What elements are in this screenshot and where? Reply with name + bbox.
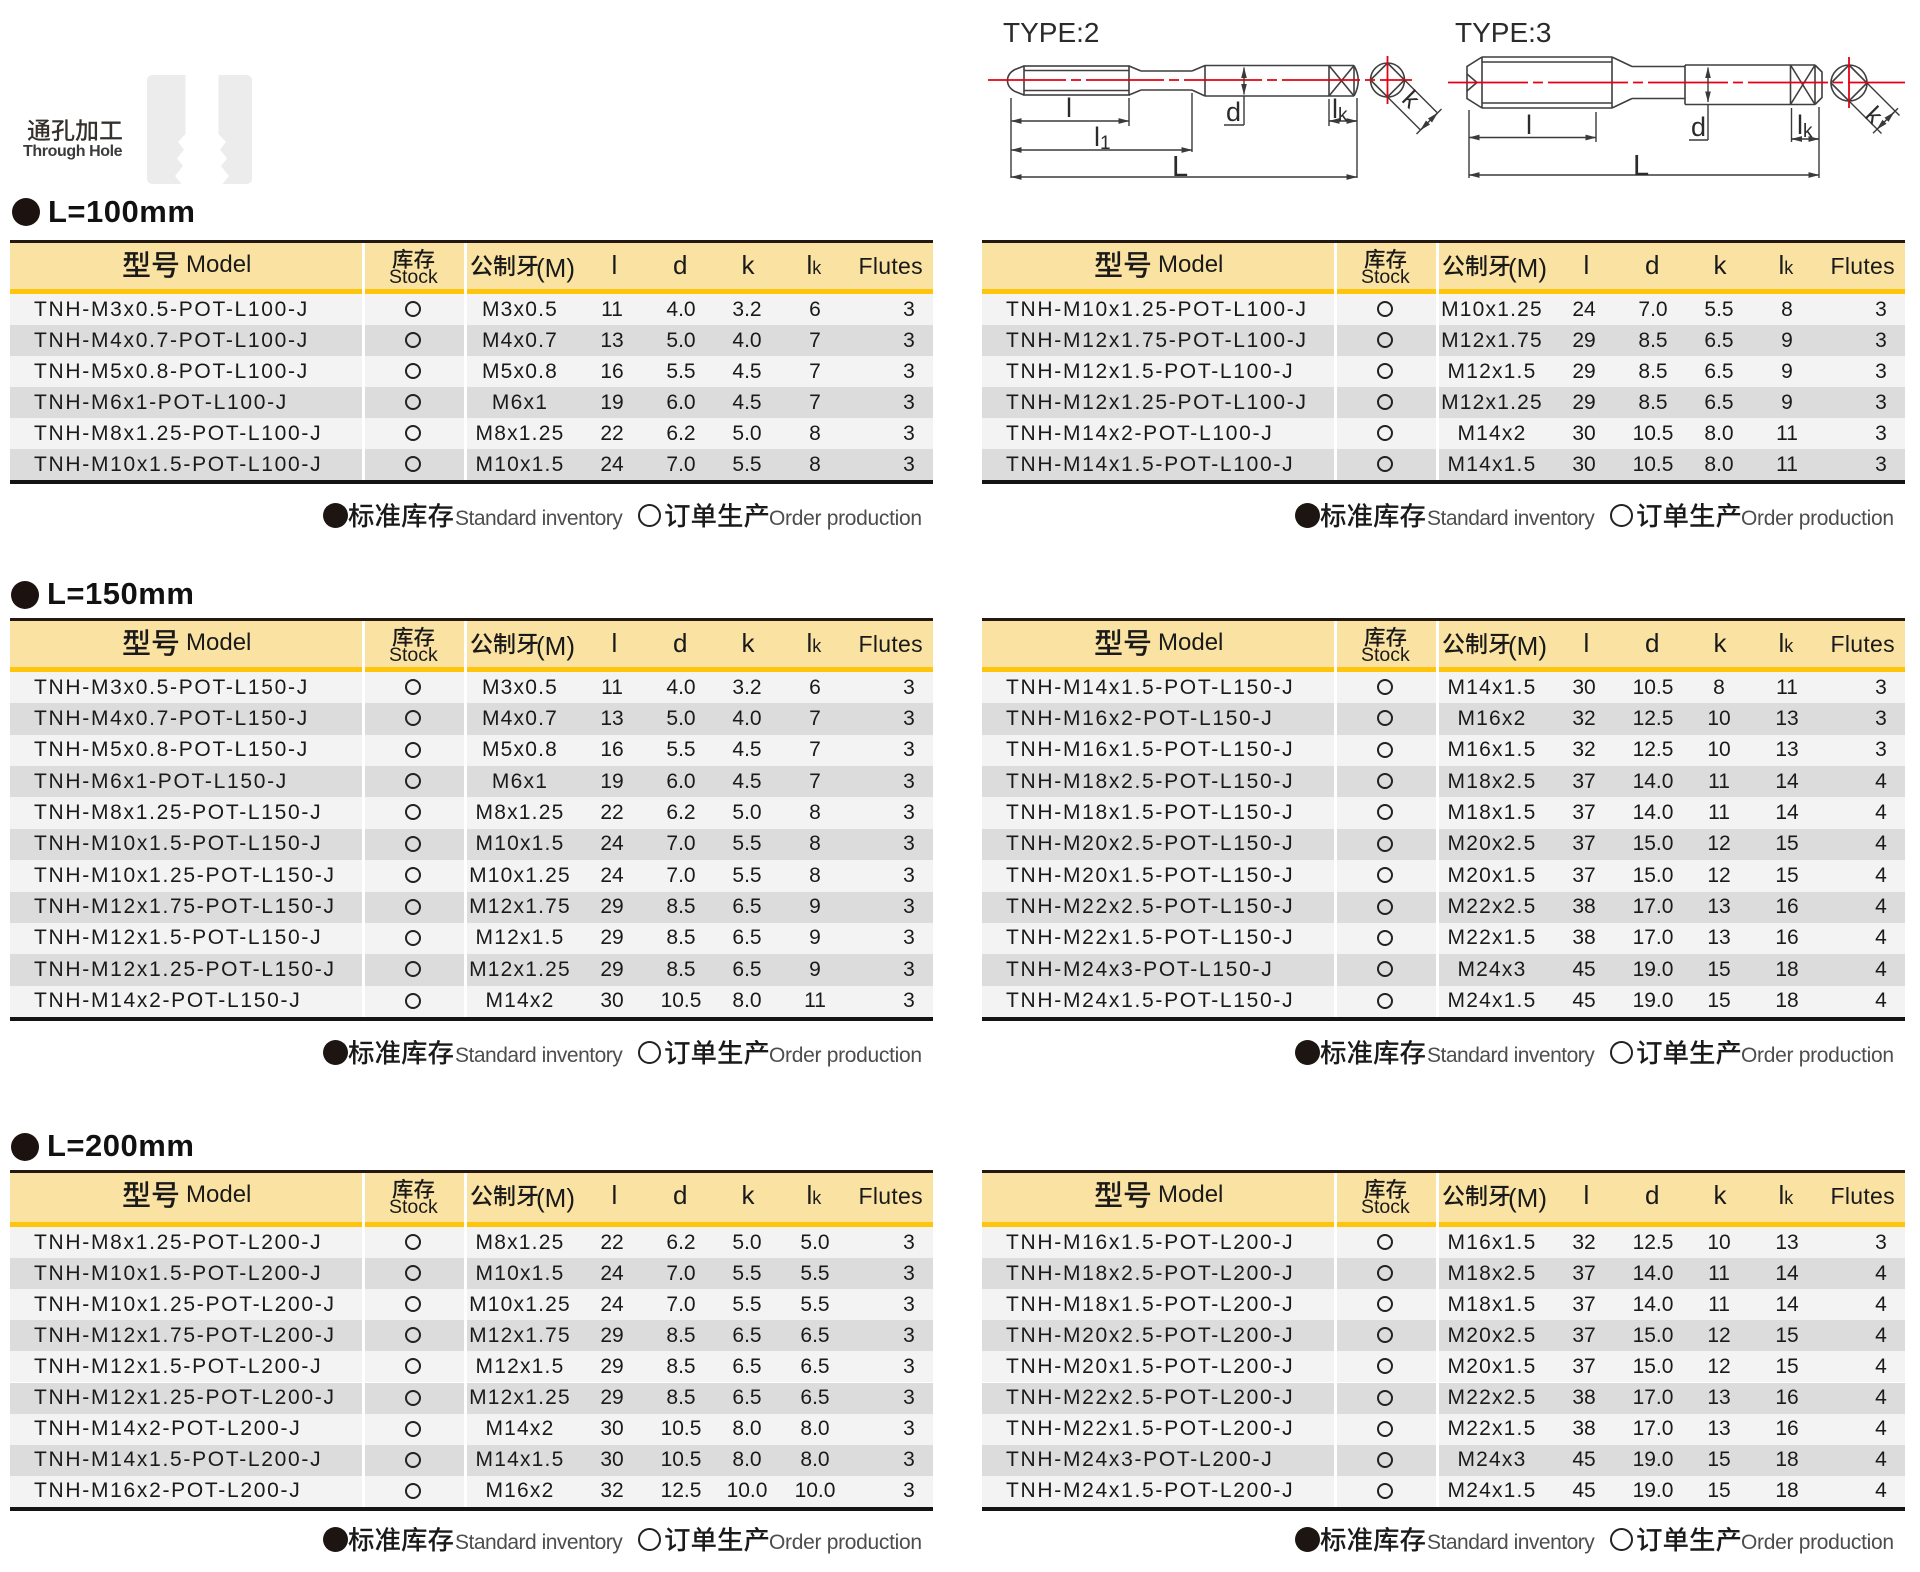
svg-text:l: l	[1526, 110, 1532, 140]
svg-text:d: d	[1226, 97, 1241, 127]
svg-text:d: d	[1691, 112, 1706, 142]
svg-text:L: L	[1172, 151, 1188, 183]
svg-text:L: L	[1633, 150, 1649, 182]
svg-text:TYPE:3: TYPE:3	[1455, 17, 1551, 48]
svg-text:lk: lk	[1797, 110, 1813, 142]
svg-text:l1: l1	[1094, 122, 1111, 154]
svg-text:l: l	[1066, 93, 1072, 123]
svg-text:TYPE:2: TYPE:2	[1003, 17, 1099, 48]
svg-text:lk: lk	[1332, 94, 1348, 126]
